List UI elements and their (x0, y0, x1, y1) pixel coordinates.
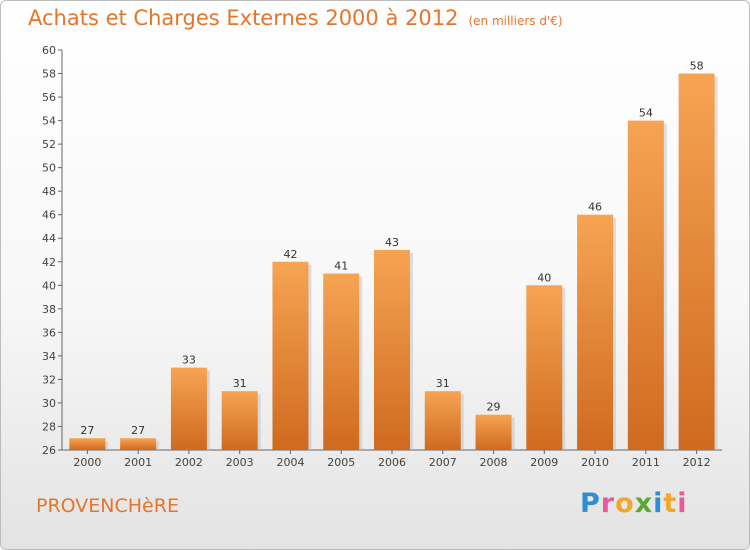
y-tick-label: 38 (42, 303, 56, 316)
proxiti-logo: Proxiti (580, 488, 688, 519)
y-tick-label: 42 (42, 256, 56, 269)
y-tick-label: 26 (42, 444, 56, 457)
data-label: 42 (283, 248, 297, 261)
bar-2005 (323, 273, 360, 450)
data-label: 40 (537, 271, 551, 284)
data-label: 31 (233, 377, 247, 390)
logo-letter: x (634, 488, 654, 519)
y-tick-label: 48 (42, 185, 56, 198)
logo-letter: P (580, 488, 601, 519)
bar-2007 (424, 391, 461, 450)
bar-2003 (221, 391, 258, 450)
x-tick-label: 2001 (124, 456, 152, 469)
x-tick-label: 2006 (378, 456, 406, 469)
logo-letter: i (653, 488, 664, 519)
chart-title: Achats et Charges Externes 2000 à 2012 (e… (28, 6, 563, 30)
x-tick-label: 2009 (530, 456, 558, 469)
y-tick-label: 52 (42, 138, 56, 151)
y-tick-label: 36 (42, 326, 56, 339)
y-tick-label: 60 (42, 44, 56, 57)
y-tick-label: 56 (42, 91, 56, 104)
y-tick-label: 40 (42, 279, 56, 292)
bar-2006 (374, 250, 410, 450)
y-tick-label: 34 (42, 350, 56, 363)
bar-2010 (577, 214, 614, 450)
bar-2001 (120, 438, 157, 450)
y-tick-label: 50 (42, 162, 56, 175)
bar-2004 (272, 261, 309, 450)
logo-letter: i (677, 488, 688, 519)
bars (69, 73, 718, 451)
bar-2009 (526, 285, 563, 450)
data-label: 43 (385, 236, 399, 249)
x-tick-label: 2000 (73, 456, 101, 469)
x-tick-label: 2008 (480, 456, 508, 469)
data-label: 31 (436, 377, 450, 390)
x-tick-label: 2012 (683, 456, 711, 469)
data-label: 41 (334, 260, 348, 273)
x-tick-label: 2004 (276, 456, 304, 469)
chart-subtitle: (en milliers d'€) (468, 14, 563, 28)
y-tick-label: 54 (42, 115, 56, 128)
bar-2008 (475, 414, 512, 450)
data-label: 27 (80, 424, 94, 437)
bar-2012 (678, 73, 715, 450)
bar-2002 (170, 367, 207, 450)
x-tick-label: 2011 (632, 456, 660, 469)
data-label: 54 (639, 107, 653, 120)
bar-2011 (627, 120, 664, 451)
y-tick-label: 58 (42, 68, 56, 81)
data-label: 29 (487, 401, 501, 414)
x-tick-label: 2007 (429, 456, 457, 469)
x-tick-label: 2002 (175, 456, 203, 469)
x-tick-label: 2005 (327, 456, 355, 469)
data-label: 27 (131, 424, 145, 437)
y-tick-label: 30 (42, 397, 56, 410)
y-tick-label: 28 (42, 420, 56, 433)
logo-letter: t (663, 488, 678, 519)
logo-letter: r (600, 488, 616, 519)
city-name: PROVENCHèRE (36, 495, 179, 517)
data-labels: 27 27 33 31 42 41 43 31 29 40 46 54 58 (80, 60, 703, 438)
y-tick-label: 32 (42, 373, 56, 386)
data-label: 46 (588, 201, 602, 214)
logo-letter: o (615, 488, 635, 519)
data-label: 33 (182, 354, 196, 367)
x-tick-label: 2003 (226, 456, 254, 469)
y-tick-label: 44 (42, 232, 56, 245)
x-tick-label: 2010 (581, 456, 609, 469)
data-label: 58 (690, 60, 704, 73)
bar-2000 (69, 438, 106, 450)
y-tick-label: 46 (42, 209, 56, 222)
